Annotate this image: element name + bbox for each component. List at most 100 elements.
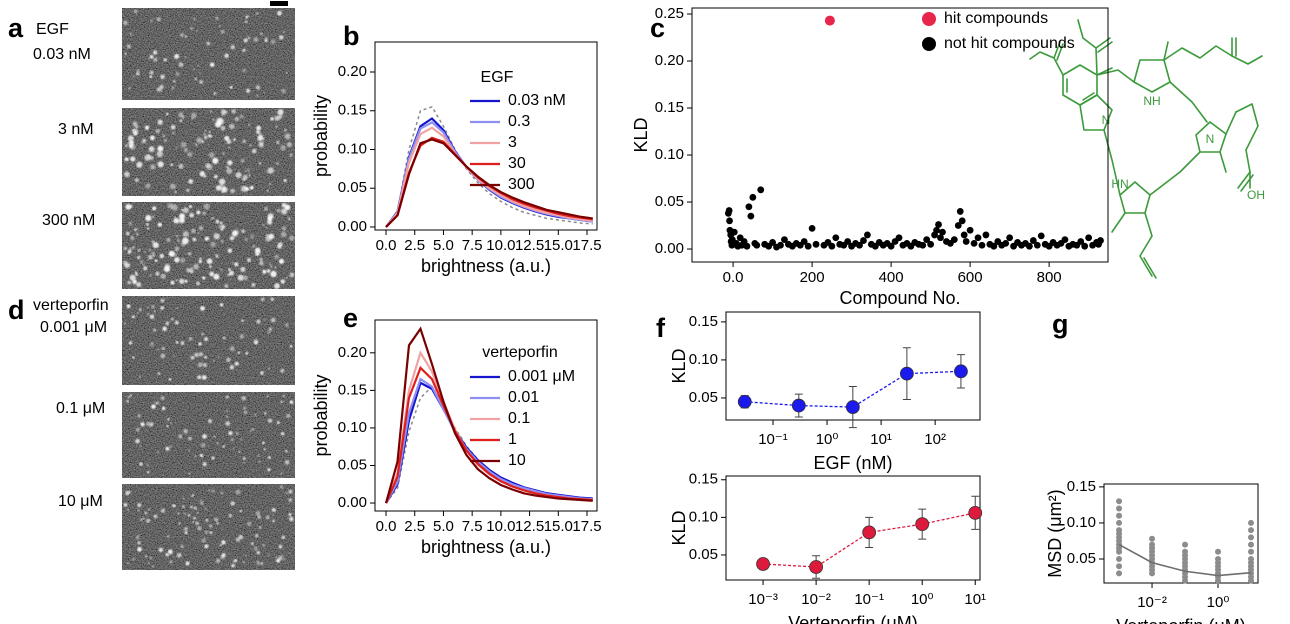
spot (250, 542, 254, 546)
spot (124, 322, 126, 325)
point (927, 240, 935, 248)
micrograph (122, 108, 295, 196)
spot (216, 442, 219, 445)
y-tick-label: 0.10 (1067, 514, 1096, 531)
point (743, 242, 751, 250)
spot (191, 112, 197, 119)
y-tick-label: 0.10 (338, 419, 367, 436)
point (845, 400, 860, 414)
chart: 10⁻³ 10⁻² 10⁻¹ 10⁰ 10¹ 0.05 0.10 0.15 Verteporfi… (669, 471, 986, 624)
point (1248, 555, 1254, 562)
spot (277, 244, 282, 249)
spot (145, 214, 152, 222)
spot (204, 530, 209, 535)
spot (275, 125, 278, 128)
spot (265, 235, 272, 242)
spot (174, 320, 179, 325)
point (1029, 237, 1037, 244)
point (895, 234, 903, 242)
spot (209, 62, 215, 67)
spot (146, 421, 151, 427)
legend-title: EGF (481, 69, 514, 86)
point (970, 239, 978, 247)
spot (256, 130, 260, 134)
x-tick-label: 7.5 (462, 237, 483, 254)
spot (282, 31, 285, 34)
series-line (384, 326, 593, 504)
spot (237, 351, 241, 354)
spot (276, 558, 281, 563)
spot (211, 216, 214, 220)
x-tick-label: 12.5 (515, 518, 544, 535)
spot (203, 133, 206, 136)
spot (229, 278, 232, 281)
spot (183, 512, 187, 515)
spot (193, 17, 197, 21)
spot (198, 342, 202, 346)
spot (229, 346, 235, 352)
spot (176, 307, 178, 310)
chemical-structure (1029, 19, 1263, 279)
x-tick-label: 7.5 (462, 518, 483, 535)
spot (144, 511, 148, 515)
spot (234, 361, 239, 366)
spot (281, 554, 284, 557)
bond (1111, 212, 1126, 233)
spot (140, 422, 145, 427)
spot (167, 203, 173, 209)
spot (149, 70, 154, 75)
spot (242, 396, 247, 401)
bond (1231, 55, 1263, 65)
spot (208, 130, 211, 134)
point (1248, 548, 1254, 555)
x-tick-label: 17.5 (572, 237, 601, 254)
panel-label: b (343, 21, 360, 51)
spot (204, 337, 209, 342)
spot (196, 511, 199, 514)
spot (162, 326, 167, 332)
spot (138, 308, 142, 312)
spot (221, 225, 226, 229)
point (726, 217, 733, 225)
legend-label: 0.3 (508, 113, 530, 130)
spot (131, 557, 135, 561)
point (974, 234, 982, 242)
spot (267, 213, 274, 220)
spot (263, 318, 266, 321)
spot (171, 317, 174, 321)
spot (184, 279, 188, 283)
point (860, 237, 867, 244)
spot (173, 218, 180, 224)
spot (168, 377, 172, 381)
spot (139, 376, 141, 378)
panel-label: a (8, 13, 24, 43)
spot (254, 533, 259, 538)
spot (182, 231, 189, 238)
series-line (385, 105, 593, 228)
x-tick-label: 12.5 (515, 237, 544, 254)
panel-label: c (650, 13, 665, 43)
point (1248, 527, 1254, 534)
spot (213, 435, 216, 438)
spot (265, 515, 270, 520)
spot (146, 463, 150, 467)
spot (140, 518, 143, 521)
spot (255, 12, 259, 15)
spot (213, 233, 220, 240)
spot (257, 134, 264, 141)
point (887, 242, 895, 250)
image-label: 3 nM (58, 121, 94, 138)
point (1061, 236, 1069, 244)
bond (1056, 43, 1064, 61)
x-axis-label: Compound No. (839, 288, 960, 308)
spot (287, 217, 291, 221)
spot (204, 507, 207, 510)
spot (242, 139, 246, 144)
connector (744, 370, 961, 408)
spot (250, 234, 255, 239)
spot (123, 20, 128, 25)
spot (137, 509, 140, 512)
micrograph (122, 392, 295, 478)
point (1116, 498, 1123, 505)
spot (218, 184, 226, 191)
